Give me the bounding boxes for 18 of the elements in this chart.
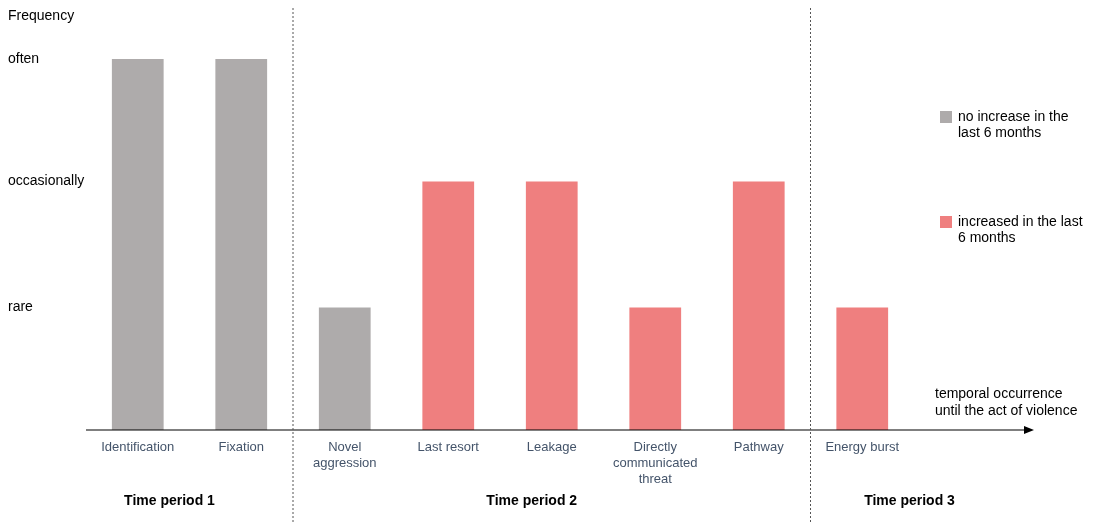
x-tick-label: Fixation <box>218 439 265 455</box>
text: Time period 3 <box>864 492 956 508</box>
x-tick-label: Last resort <box>417 439 480 455</box>
text: Time period 2 <box>486 492 578 508</box>
x-tick-label: Directly communicated threat <box>612 439 698 486</box>
x-axis-title: temporal occurrence until the act of violence <box>935 385 1078 418</box>
x-tick-label: Pathway <box>733 439 785 455</box>
legend-label: increased in the last 6 months <box>958 212 1083 245</box>
y-axis-title: Frequency <box>8 7 75 23</box>
x-tick-label: Leakage <box>526 439 577 455</box>
text: often <box>8 49 40 66</box>
text: Time period 1 <box>124 492 216 508</box>
text: rare <box>8 298 34 315</box>
x-tick-label: Novel aggression <box>312 439 377 470</box>
x-tick-label: Identification <box>101 439 175 455</box>
x-tick-label: Energy burst <box>825 439 900 455</box>
legend-label: no increase in the last 6 months <box>958 107 1069 140</box>
text: occasionally <box>8 172 85 189</box>
